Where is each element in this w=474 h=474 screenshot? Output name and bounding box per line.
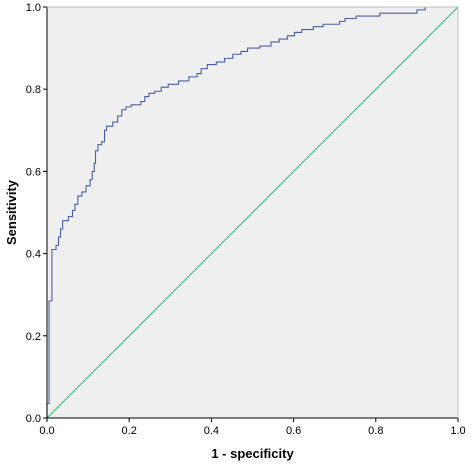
y-axis-title: Sensitivity xyxy=(4,179,19,245)
x-axis-title: 1 - specificity xyxy=(211,446,294,461)
y-tick-label: 0.6 xyxy=(26,166,41,178)
x-tick-label: 0.4 xyxy=(204,425,219,437)
roc-curve-layer xyxy=(46,6,458,418)
reference-line xyxy=(46,6,459,419)
roc-curve xyxy=(46,6,458,418)
reference-line-layer xyxy=(46,6,459,419)
y-tick-label: 0.4 xyxy=(26,249,41,261)
axes xyxy=(46,6,459,419)
x-axis-ticks: 0.0 0.2 0.4 0.6 0.8 1.0 xyxy=(39,418,466,437)
y-tick-label: 0.8 xyxy=(26,84,41,96)
y-tick-label: 0.0 xyxy=(26,413,41,425)
x-tick-label: 0.2 xyxy=(122,425,137,437)
y-tick-label: 0.2 xyxy=(26,331,41,343)
y-axis-ticks: 0.0 0.2 0.4 0.6 0.8 1.0 xyxy=(26,2,47,425)
x-tick-label: 1.0 xyxy=(450,425,465,437)
x-tick-label: 0.8 xyxy=(368,425,383,437)
y-tick-label: 1.0 xyxy=(26,2,41,14)
x-tick-label: 0.0 xyxy=(39,425,54,437)
x-tick-label: 0.6 xyxy=(286,425,301,437)
